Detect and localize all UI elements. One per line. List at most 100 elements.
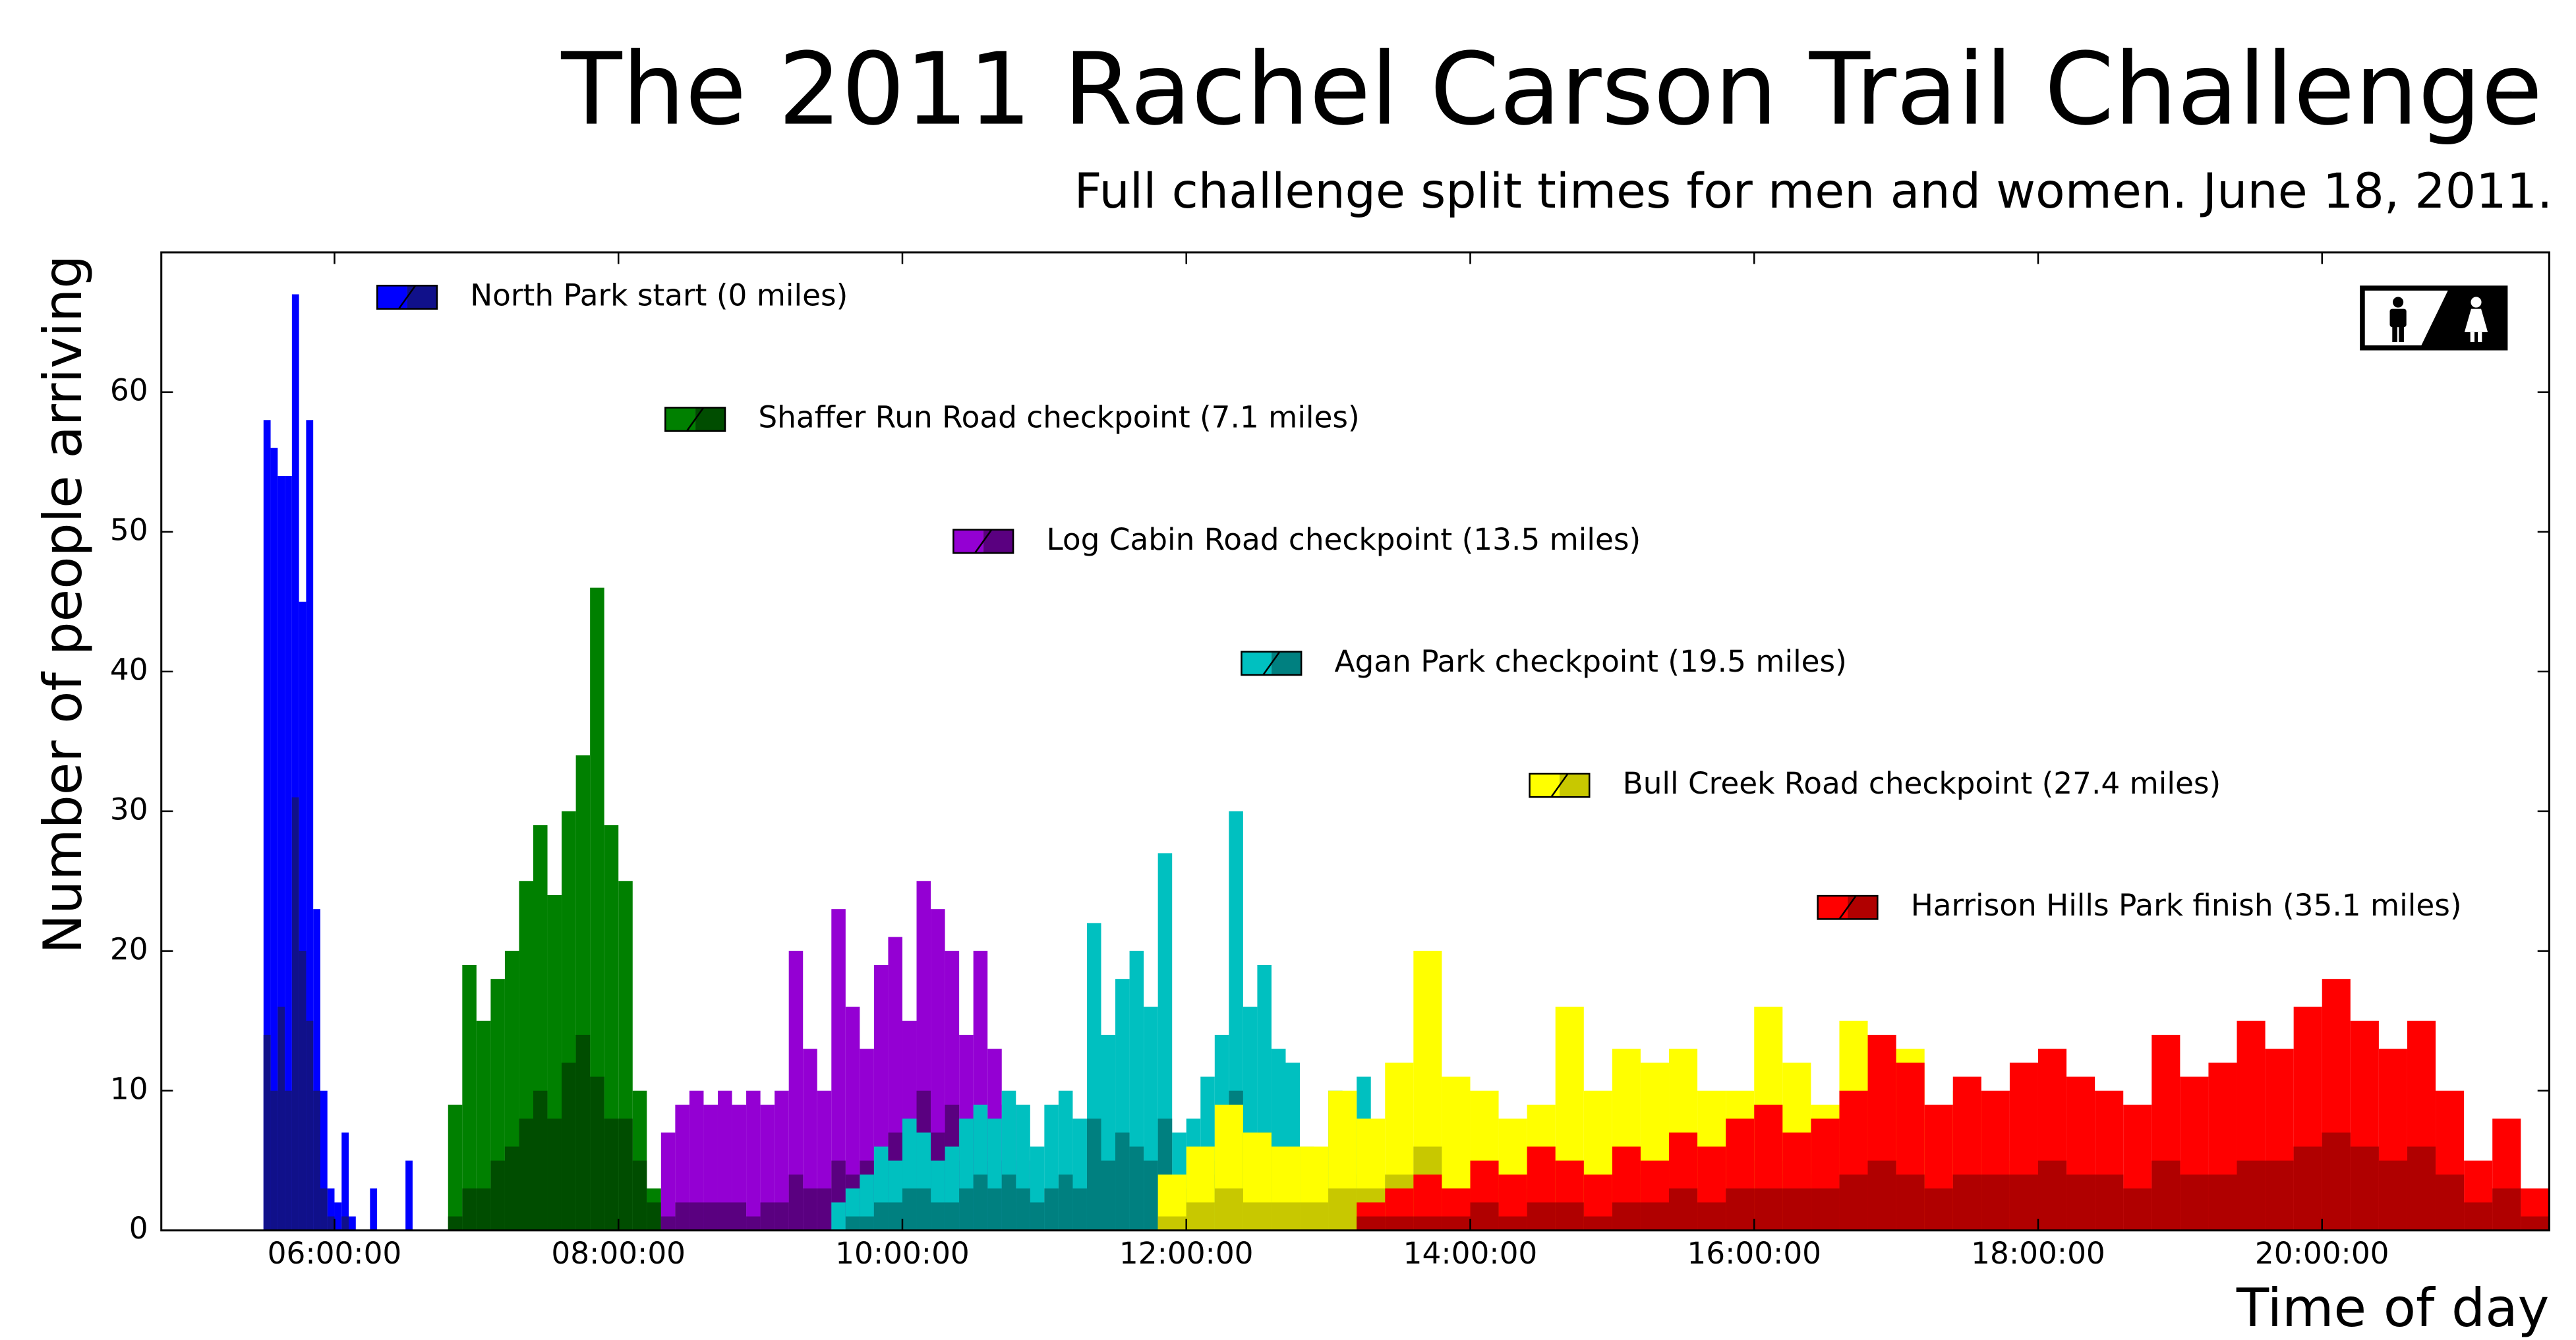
woman-leg (2470, 332, 2474, 342)
bar (370, 1188, 378, 1231)
women-bar (562, 1063, 576, 1231)
women-bar (2464, 1202, 2493, 1231)
women-bar (1640, 1202, 1670, 1231)
women-bar (1555, 1202, 1584, 1231)
women-bar (327, 1216, 335, 1231)
women-bar (278, 1006, 285, 1231)
women-bar (2208, 1174, 2237, 1231)
women-bar (1896, 1174, 1925, 1231)
y-tick-label: 50 (110, 512, 148, 547)
women-bar (1981, 1174, 2010, 1231)
women-bar (703, 1202, 718, 1231)
women-bar (1583, 1216, 1612, 1231)
legend-swatch-border (1241, 651, 1303, 676)
legend-swatch (953, 529, 983, 553)
bar (660, 1132, 676, 1231)
women-bar (803, 1188, 817, 1231)
man-body (2389, 308, 2407, 328)
legend-diagonal (686, 407, 705, 432)
x-tick-label: 08:00:00 (551, 1236, 686, 1271)
women-bar (462, 1188, 477, 1231)
plot-frame (160, 251, 2550, 1232)
women-bar (2378, 1160, 2407, 1231)
women-bar (987, 1188, 1002, 1231)
women-bar (575, 1034, 591, 1231)
woman-head (2471, 297, 2482, 308)
women-bar (1867, 1160, 1896, 1231)
women-bar (1300, 1202, 1329, 1231)
bar (675, 1104, 689, 1231)
women-bar (1754, 1188, 1783, 1231)
women-bar (1001, 1174, 1016, 1231)
legend-swatch-border (1529, 772, 1591, 798)
bar (803, 1049, 817, 1231)
women-bar (618, 1119, 633, 1231)
chart-subtitle: Full challenge split times for men and w… (1074, 163, 2553, 219)
women-bar (860, 1216, 874, 1231)
icon-white-half (2364, 290, 2448, 345)
women-bar (1144, 1160, 1158, 1231)
women-bar (1101, 1160, 1116, 1231)
bar (775, 1090, 789, 1231)
women-bar (1115, 1132, 1130, 1231)
bar (313, 909, 320, 1231)
x-tick-label: 10:00:00 (835, 1236, 970, 1271)
women-bar (263, 1034, 271, 1231)
women-bar (2009, 1174, 2038, 1231)
women-bar (476, 1188, 491, 1231)
x-tick-label: 20:00:00 (2255, 1236, 2389, 1271)
women-bar (660, 1216, 676, 1231)
woman-dress (2464, 308, 2488, 332)
legend-swatch (1241, 651, 1272, 676)
y-axis-label: Number of people arriving (32, 255, 94, 954)
legend-label: Harrison Hills Park finish (35.1 miles) (1911, 888, 2462, 923)
bar (299, 601, 307, 1231)
legend-swatch-women (1559, 773, 1590, 798)
women-bar (270, 1090, 278, 1231)
women-bar (775, 1202, 789, 1231)
women-bar (1669, 1188, 1698, 1231)
legend-swatch-women (983, 529, 1014, 553)
bar (760, 1104, 775, 1231)
legend-diagonal (1838, 895, 1857, 920)
women-bar (533, 1090, 548, 1231)
man-leg (2399, 325, 2404, 342)
bar (689, 1090, 704, 1231)
women-bar (873, 1202, 889, 1231)
y-tick-label: 20 (110, 931, 148, 966)
women-bar (519, 1119, 534, 1231)
bar (349, 1216, 356, 1231)
legend-swatch-border (952, 529, 1014, 554)
bar (590, 587, 604, 1231)
bar (320, 1090, 328, 1231)
legend-diagonal (1262, 651, 1281, 676)
women-bar (1186, 1202, 1215, 1231)
legend-label: Agan Park checkpoint (19.5 miles) (1335, 644, 1847, 679)
women-bar (2350, 1146, 2379, 1231)
women-bar (1157, 1216, 1186, 1231)
plot-area (263, 294, 2550, 1231)
legend-label: Bull Creek Road checkpoint (27.4 miles) (1623, 766, 2221, 801)
women-bar (1030, 1202, 1045, 1231)
women-bar (1271, 1202, 1301, 1231)
women-bar (285, 1090, 292, 1231)
women-bar (1442, 1216, 1471, 1231)
women-bar (2436, 1174, 2465, 1231)
x-tick-label: 06:00:00 (268, 1236, 402, 1271)
gender-icon (2360, 285, 2508, 351)
women-bar (817, 1188, 832, 1231)
legend-label: Shaffer Run Road checkpoint (7.1 miles) (758, 400, 1359, 435)
women-bar (2237, 1160, 2266, 1231)
man-leg (2392, 325, 2397, 342)
bar (746, 1090, 761, 1231)
man-head (2393, 297, 2404, 308)
legend-swatch (665, 407, 695, 431)
legend-swatch-border (664, 407, 726, 432)
bar (306, 420, 314, 1231)
x-tick-label: 18:00:00 (1971, 1236, 2105, 1271)
bar (448, 1104, 463, 1231)
women-bar (2037, 1160, 2067, 1231)
women-bar (2322, 1132, 2351, 1231)
women-bar (902, 1188, 917, 1231)
